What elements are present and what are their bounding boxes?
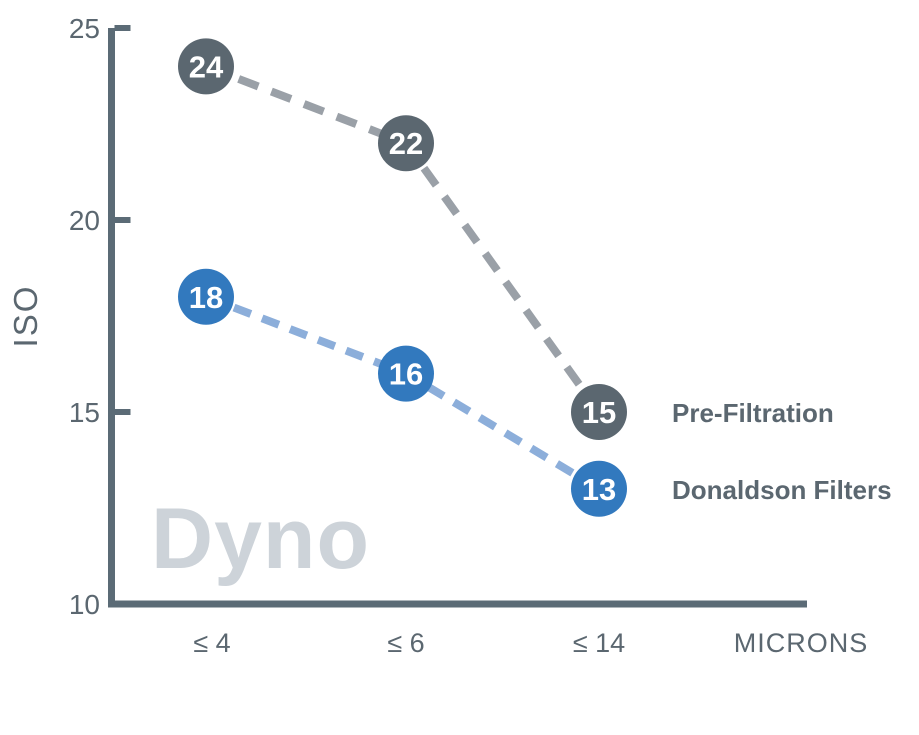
axis-lines [108,28,807,608]
data-point-marker [178,38,234,95]
legend-label: Donaldson Filters [672,475,892,505]
data-point-value: 22 [389,126,423,161]
x-tick-label: ≤ 6 [387,628,424,658]
watermark-text: Dyno [151,491,370,587]
data-point-value: 18 [189,280,223,315]
data-point-value: 16 [389,357,423,392]
y-tick-label: 10 [69,589,100,620]
y-tick-label: 25 [69,13,100,44]
data-point-marker [378,345,434,402]
data-point-value: 15 [582,395,616,430]
data-point-value: 24 [189,49,224,84]
x-tick-label: ≤ 14 [573,628,625,658]
y-tick-label: 20 [69,205,100,236]
y-axis-title: ISO [7,285,44,348]
data-point-marker [571,384,627,440]
x-tick-label: ≤ 4 [193,628,230,658]
y-tick-label: 15 [69,397,100,428]
data-point-marker [178,268,234,325]
x-axis-title: MICRONS [734,628,869,658]
legend-label: Pre-Filtration [672,398,834,428]
data-point-marker [378,115,434,172]
data-point-marker [571,460,627,517]
data-point-value: 13 [582,472,616,507]
